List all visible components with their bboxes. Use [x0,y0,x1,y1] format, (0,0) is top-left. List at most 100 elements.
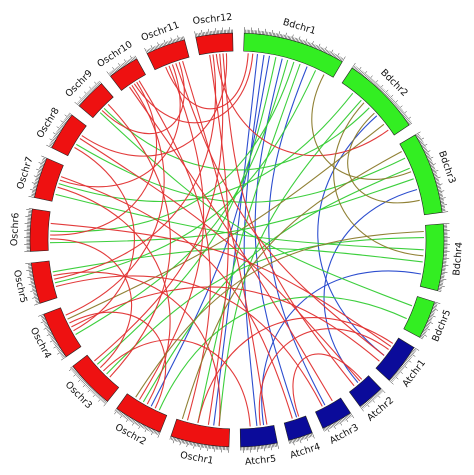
chromosome-label-atchr3: Atchr3 [328,422,361,447]
link-oschr3-oschr9 [107,104,171,378]
link-oschr3-oschr6 [49,238,133,369]
link-bdchr2-oschr7 [58,92,354,202]
link-bdchr5-oschr2 [158,296,407,411]
chromosome-arc-oschr12 [195,32,234,56]
link-oschr1-oschr12 [207,54,229,425]
chromosome-arcs-layer [29,32,445,448]
link-bdchr3-atchr2 [323,188,418,383]
link-bdchr4-oschr7 [55,193,424,251]
link-atchr3-oschr10 [129,86,333,402]
chromosome-label-oschr2: Oschr2 [113,422,148,448]
tick-marks-oschr5 [25,262,40,306]
chromosome-label-bdchr1: Bdchr1 [282,17,317,37]
link-atchr1-oschr11 [175,63,385,356]
chromosome-arc-oschr8 [51,114,87,157]
tick-marks-atchr2 [359,388,386,412]
chromosome-label-atchr2: Atchr2 [365,395,396,424]
link-bdchr2-atchr1 [317,115,385,356]
chromosome-arc-bdchr1 [243,32,343,78]
link-bdchr1-oschr1 [197,63,301,424]
link-bdchr1-oschr1 [213,54,259,426]
link-bdchr1-oschr10 [133,53,254,124]
tick-marks-oschr1 [169,436,230,453]
tick-marks-bdchr5 [419,301,441,340]
links-layer [49,53,425,427]
chromosome-arc-atchr3 [315,397,352,429]
tick-marks-oschr2 [114,408,161,438]
link-bdchr3-oschr1 [181,151,402,420]
chromosome-arc-atchr5 [239,425,278,448]
chromosome-arc-oschr3 [72,354,120,402]
chromosome-arc-oschr11 [146,39,190,71]
link-atchr2-oschr8 [79,138,361,382]
link-bdchr4-oschr2 [135,230,424,398]
link-atchr5-oschr11 [182,60,268,425]
tick-marks-oschr9 [74,80,102,107]
chromosome-label-atchr4: Atchr4 [289,441,322,461]
chromosome-arc-atchr1 [375,337,415,381]
link-atchr1-oschr4 [71,286,380,362]
chromosome-arc-oschr4 [43,307,82,358]
link-oschr2-oschr7 [57,186,171,405]
chromosome-arc-bdchr4 [419,223,445,292]
chromosome-label-atchr1: Atchr1 [400,358,428,390]
link-bdchr4-oschr3 [106,237,425,375]
link-bdchr1-oschr6 [50,61,295,233]
chromosome-label-oschr12: Oschr12 [192,12,233,27]
link-oschr5-oschr12 [54,54,217,280]
link-oschr6-oschr10 [50,81,158,236]
link-oschr3-oschr12 [94,53,224,362]
tick-marks-oschr6 [24,208,33,253]
link-bdchr2-bdchr4 [333,102,424,257]
link-oschr4-oschr8 [73,147,135,332]
chromosome-label-atchr5: Atchr5 [244,454,276,468]
link-atchr2-oschr12 [222,53,355,387]
link-bdchr2-oschr1 [218,99,362,427]
tick-marks-oschr3 [68,366,108,407]
chromosome-label-oschr8: Oschr8 [35,106,62,140]
chromosome-arc-bdchr5 [403,296,435,338]
tick-marks-oschr11 [144,35,185,54]
chromosome-arc-atchr4 [283,415,313,441]
chromosome-label-oschr1: Oschr1 [179,450,214,467]
tick-marks-atchr4 [288,432,315,446]
tick-marks-bdchr3 [415,131,449,213]
tick-marks-atchr5 [240,442,279,453]
link-atchr4-atchr2 [292,353,363,417]
link-atchr1-oschr6 [50,222,392,347]
chromosome-arc-bdchr3 [399,134,443,216]
tick-marks-atchr1 [388,347,420,385]
chromosome-label-bdchr3: Bdchr3 [436,150,457,185]
link-bdchr3-oschr2 [142,167,410,403]
link-oschr4-oschr10 [65,84,165,316]
chromosome-arc-oschr10 [109,58,146,91]
chromosome-label-oschr4: Oschr4 [28,326,53,361]
link-bdchr4-atchr5 [261,270,421,426]
tick-marks-oschr7 [28,155,47,198]
link-oschr1-oschr5 [53,271,221,427]
tick-marks-oschr10 [106,55,138,77]
link-bdchr1-oschr4 [75,59,289,335]
link-bdchr1-oschr11 [165,53,249,110]
link-oschr2-oschr4 [69,311,167,409]
link-bdchr1-oschr3 [96,56,277,365]
tick-marks-oschr12 [194,27,233,38]
chromosome-arc-oschr6 [29,208,51,252]
chromosome-arc-atchr2 [348,375,382,407]
tick-marks-bdchr1 [243,27,346,62]
chromosome-label-oschr7: Oschr7 [15,155,36,190]
tick-marks-oschr4 [38,313,67,361]
link-bdchr3-oschr8 [76,143,406,203]
chromosome-label-oschr5: Oschr5 [11,269,29,304]
tick-marks-oschr8 [46,112,73,149]
tick-marks-bdchr4 [437,223,451,292]
chromosome-label-bdchr4: Bdchr4 [451,242,465,277]
chromosome-arc-oschr5 [30,260,58,304]
link-oschr9-oschr11 [101,62,185,135]
tick-marks-bdchr2 [351,62,413,126]
chromosome-arc-bdchr2 [341,67,410,136]
link-bdchr3-oschr6 [49,178,414,244]
link-oschr7-oschr11 [59,64,181,188]
